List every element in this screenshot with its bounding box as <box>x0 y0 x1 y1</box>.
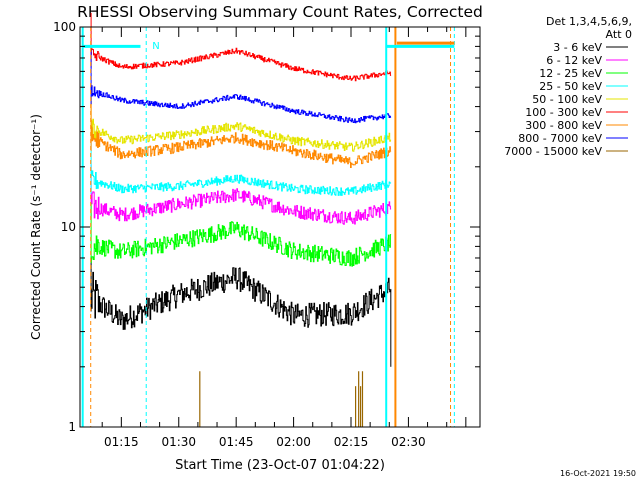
x-tick-label: 01:30 <box>161 435 196 449</box>
x-axis-label: Start Time (23-Oct-07 01:04:22) <box>175 458 385 473</box>
series-trace <box>90 47 392 82</box>
series-trace <box>90 170 392 196</box>
annotation-label: N <box>152 41 159 52</box>
series-trace <box>90 118 392 152</box>
x-tick-label: 01:15 <box>104 435 139 449</box>
x-tick-label: 02:15 <box>334 435 369 449</box>
series-trace <box>90 221 392 267</box>
plot-area: N <box>81 12 455 427</box>
footer-timestamp: 16-Oct-2021 19:50 <box>560 469 636 478</box>
legend-entry-label: 6 - 12 keV <box>546 54 602 67</box>
legend-entry-label: 12 - 25 keV <box>539 67 602 80</box>
x-tick-label: 02:30 <box>391 435 426 449</box>
y-tick-label: 1 <box>68 420 76 434</box>
series-trace <box>90 85 392 124</box>
legend-entry-label: 3 - 6 keV <box>553 41 602 54</box>
legend-entry-label: 7000 - 15000 keV <box>504 145 602 158</box>
legend-entry-label: 800 - 7000 keV <box>518 132 602 145</box>
x-tick-label: 01:45 <box>219 435 254 449</box>
y-tick-label: 100 <box>53 20 76 34</box>
legend-entry-label: 25 - 50 keV <box>539 80 602 93</box>
series-trace <box>90 267 392 330</box>
legend-entry-label: 300 - 800 keV <box>525 119 602 132</box>
legend-entry-label: 50 - 100 keV <box>532 93 602 106</box>
y-axis-label: Corrected Count Rate (s⁻¹ detector⁻¹) <box>29 114 43 340</box>
chart-title: RHESSI Observing Summary Count Rates, Co… <box>77 3 483 21</box>
series-trace <box>90 125 392 168</box>
legend-entry-label: 100 - 300 keV <box>525 106 602 119</box>
series-trace <box>90 188 392 225</box>
axes: 1 10 100 01:15 01:30 01:45 02:00 02:15 02:30 <box>53 20 480 449</box>
y-tick-label: 10 <box>61 220 76 234</box>
x-tick-label: 02:00 <box>276 435 311 449</box>
legend-header-line-1: Det 1,3,4,5,6,9, <box>546 15 632 28</box>
legend-header-line-2: Att 0 <box>606 28 632 41</box>
